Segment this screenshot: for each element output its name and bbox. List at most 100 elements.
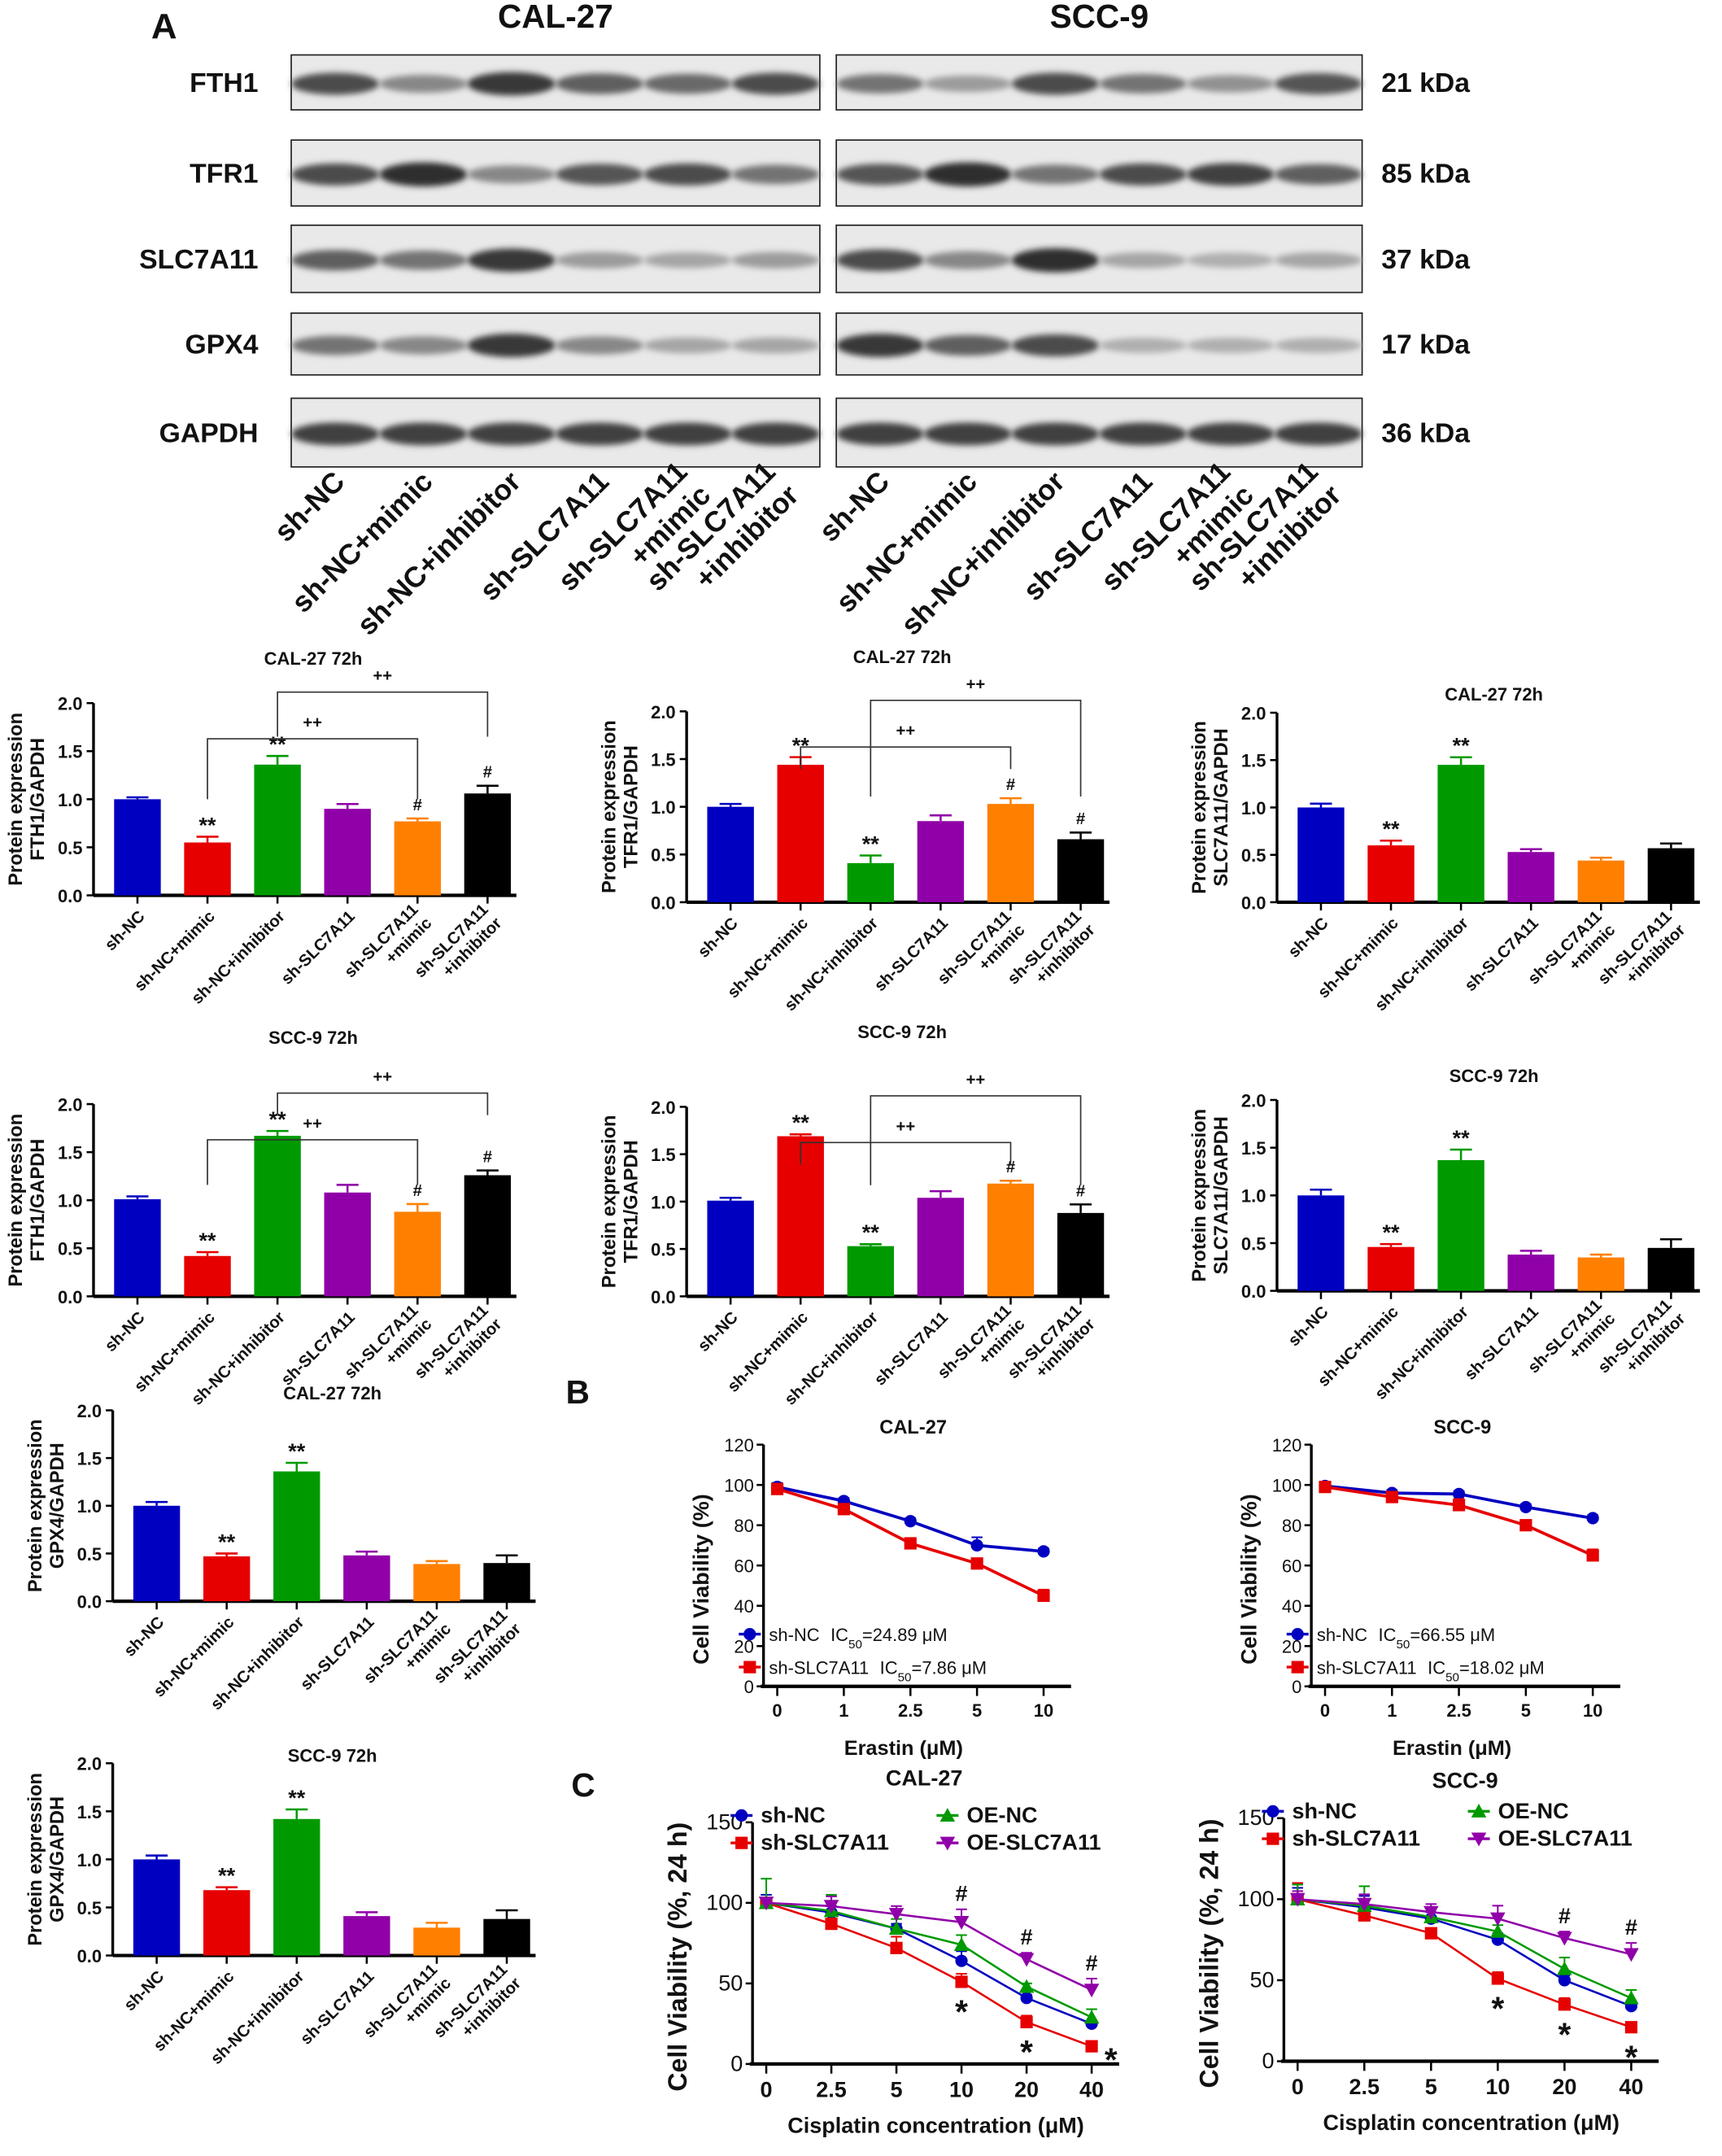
panel-label-a: A <box>151 7 177 46</box>
x-tick-label: 10 <box>1485 2075 1510 2099</box>
y-tick-label: 2.0 <box>58 1095 82 1115</box>
triangle-down-marker <box>1624 1948 1639 1962</box>
triangle-down-marker <box>1471 1832 1487 1847</box>
protein-band <box>1011 72 1100 95</box>
chart-title: SCC-9 72h <box>857 1022 947 1042</box>
protein-band <box>1011 334 1100 357</box>
significance-mark: # <box>1559 1904 1571 1928</box>
bar <box>483 1918 530 1956</box>
blot-strip <box>290 54 821 111</box>
x-tick-label: sh-SLC7A11+mimic <box>360 1607 455 1701</box>
protein-band <box>643 252 732 268</box>
y-tick-label: 0.5 <box>1241 845 1266 866</box>
y-tick-label: 1.0 <box>58 790 82 810</box>
legend-label: sh-SLC7A11 <box>761 1831 889 1855</box>
molecular-weight-label: 36 kDa <box>1381 418 1470 449</box>
significance-mark: # <box>1006 776 1015 794</box>
protein-band <box>923 334 1012 356</box>
x-tick-label: 0 <box>761 2077 773 2101</box>
y-axis-label: Cell Viability (%, 24 h) <box>1194 1819 1223 2088</box>
bar <box>1507 852 1554 902</box>
protein-band <box>555 336 644 355</box>
protein-band <box>643 73 732 94</box>
triangle-up-marker <box>1557 1961 1572 1975</box>
legend-series-name: sh-SLC7A11 <box>1292 1826 1420 1851</box>
x-tick-label: sh-SLC7A11+mimic <box>935 1302 1029 1396</box>
triangle-down-marker <box>823 1900 839 1914</box>
x-tick-label: sh-SLC7A11+inhibitor <box>1595 1296 1689 1390</box>
bar <box>847 862 895 902</box>
protein-band <box>1011 422 1100 446</box>
y-tick-label: 100 <box>1237 1887 1274 1911</box>
ic50-subscript: 50 <box>1396 1638 1410 1652</box>
bar <box>394 821 442 896</box>
square-marker <box>1491 1972 1504 1985</box>
legend-label: sh-NC IC50=24.89 μM <box>769 1625 947 1652</box>
significance-mark: ** <box>792 734 810 758</box>
bar <box>114 1199 161 1297</box>
significance-mark: ** <box>862 831 880 856</box>
bar-chart: SCC-9 72h 0.0 0.5 1.0 1.5 2.0 Protein expressi… <box>1189 1066 1700 1403</box>
x-tick-label: sh-SLC7A11+mimic <box>342 1302 436 1396</box>
bracket-label: ++ <box>373 1068 392 1086</box>
legend-label: sh-NC IC50=66.55 μM <box>1317 1625 1495 1652</box>
series-oe-slc7a11: OE-SLC7A11 <box>758 1831 1101 1998</box>
x-tick-label: sh-SLC7A11 <box>278 907 359 988</box>
protein-band <box>643 422 732 446</box>
circle-marker <box>743 1628 756 1641</box>
x-tick-label: sh-SLC7A11+mimic <box>342 901 436 995</box>
y-axis-label: Protein expressionGPX4/GAPDH <box>25 1773 68 1946</box>
legend-series-name: sh-NC <box>1292 1799 1357 1823</box>
protein-band <box>836 164 924 185</box>
square-marker <box>1558 1998 1571 2011</box>
bar <box>184 1255 231 1297</box>
y-tick-label: 0.5 <box>651 845 676 866</box>
circle-marker <box>1586 1512 1599 1525</box>
circle-marker <box>1020 1992 1033 2005</box>
y-tick-label: 120 <box>724 1435 754 1456</box>
x-tick-label-line: sh-NC <box>1285 1303 1332 1350</box>
circle-marker <box>1519 1500 1532 1514</box>
bar <box>324 1192 371 1297</box>
y-tick-label: 1.0 <box>58 1191 82 1211</box>
bar <box>483 1563 530 1602</box>
y-tick-label: 100 <box>706 1890 743 1914</box>
x-tick-label-line: sh-NC <box>102 907 149 954</box>
significance-mark: # <box>413 1182 422 1200</box>
significance-mark: ** <box>218 1530 236 1554</box>
bar-chart: SCC-9 72h 0.0 0.5 1.0 1.5 2.0 Protein expressi… <box>25 1746 536 2068</box>
y-tick-label: 1.5 <box>77 1449 102 1469</box>
legend-label: sh-NC <box>1292 1799 1357 1823</box>
bar-chart: CAL-27 72h 0.0 0.5 1.0 1.5 2.0 Protein express… <box>25 1383 536 1713</box>
chart-title: SCC-9 <box>1433 1417 1491 1438</box>
y-tick-label: 2.0 <box>1241 703 1266 723</box>
lane-label: sh-NC <box>813 465 896 548</box>
triangle-down-marker <box>1018 1953 1035 1967</box>
ic50-label: IC <box>1379 1625 1397 1645</box>
bar <box>707 1200 754 1297</box>
y-tick-label: 1.0 <box>77 1496 102 1517</box>
x-tick-label: sh-SLC7A11+mimic <box>1524 908 1619 1002</box>
legend-series-name: sh-SLC7A11 <box>761 1831 889 1855</box>
bar <box>1647 848 1695 902</box>
protein-band <box>731 164 820 185</box>
x-tick-label-line: sh-SLC7A11 <box>871 1308 952 1389</box>
x-tick-label-line: sh-SLC7A11 <box>278 907 359 988</box>
protein-band <box>467 165 556 184</box>
legend-label: sh-SLC7A11 IC50=18.02 μM <box>1317 1658 1545 1685</box>
legend-label: OE-SLC7A11 <box>966 1831 1101 1855</box>
x-tick-label: 10 <box>949 2077 974 2101</box>
x-tick-label-line: sh-SLC7A11 <box>297 1968 377 2049</box>
cell-line-title: CAL-27 <box>498 0 613 35</box>
protein-band <box>836 249 924 272</box>
triangle-up-marker <box>1471 1804 1487 1818</box>
bar <box>464 1175 512 1297</box>
bar <box>133 1859 181 1956</box>
x-tick-label: sh-SLC7A11+mimic <box>360 1961 455 2055</box>
panel-label-b: B <box>566 1373 590 1411</box>
significance-mark: * <box>1491 1990 1504 2027</box>
y-axis-label-line: Protein expression <box>6 1114 27 1287</box>
significance-mark: # <box>1086 1951 1098 1975</box>
x-tick-label: sh-SLC7A11 <box>1462 914 1542 995</box>
x-tick-label: sh-SLC7A11+inhibitor <box>1005 908 1099 1002</box>
